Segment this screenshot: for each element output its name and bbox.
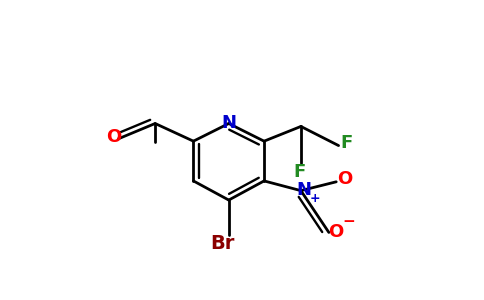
Text: O: O bbox=[337, 170, 352, 188]
Text: −: − bbox=[342, 214, 355, 229]
Text: +: + bbox=[310, 192, 320, 205]
Text: O: O bbox=[106, 128, 121, 146]
Text: Br: Br bbox=[211, 234, 235, 253]
Text: N: N bbox=[296, 181, 311, 199]
Text: F: F bbox=[293, 163, 305, 181]
Text: F: F bbox=[341, 134, 353, 152]
Text: N: N bbox=[221, 115, 236, 133]
Text: O: O bbox=[329, 223, 344, 241]
